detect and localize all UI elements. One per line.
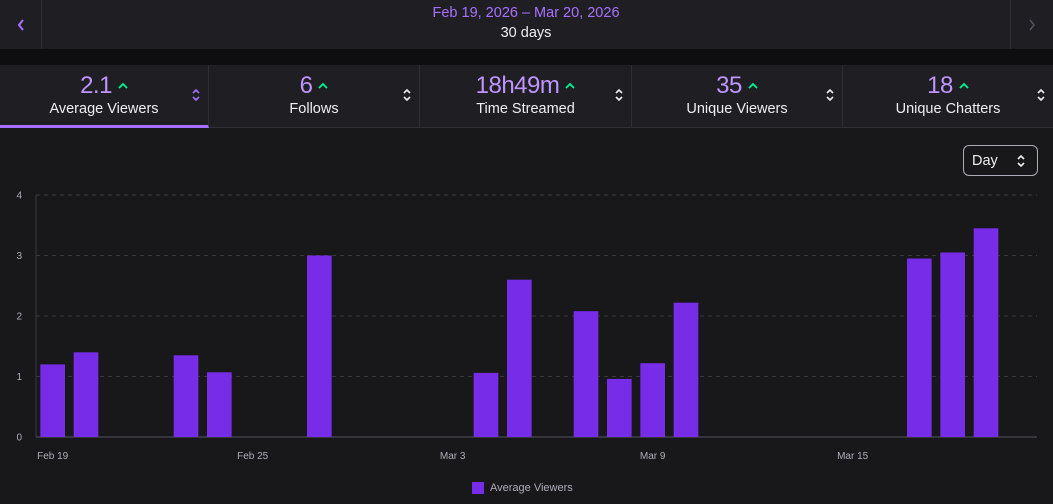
date-range-display[interactable]: Feb 19, 2026 – Mar 20, 2026 30 days — [42, 0, 1010, 49]
sort-icon — [1037, 88, 1045, 102]
section-gap — [0, 50, 1053, 65]
y-tick-label: 4 — [16, 191, 22, 202]
chevron-left-icon — [17, 18, 24, 31]
stat-tab-follows[interactable]: 6 Follows — [209, 65, 420, 128]
y-tick-label: 0 — [16, 433, 22, 444]
bar — [573, 311, 599, 437]
stat-label: Average Viewers — [49, 101, 159, 117]
x-tick-label: Mar 3 — [440, 451, 466, 462]
stat-tab-average-viewers[interactable]: 2.1 Average Viewers — [0, 65, 209, 128]
bar — [607, 378, 632, 437]
stat-label: Time Streamed — [476, 101, 575, 117]
bar — [640, 363, 665, 437]
y-tick-label: 1 — [16, 372, 22, 383]
chevron-right-icon — [1029, 19, 1035, 30]
y-tick-label: 2 — [16, 312, 22, 323]
chart-legend: Average Viewers — [472, 481, 573, 495]
date-navigator: Feb 19, 2026 – Mar 20, 2026 30 days — [0, 0, 1053, 50]
bar — [673, 302, 699, 437]
bar — [207, 372, 232, 437]
stat-value: 35 — [716, 72, 742, 99]
x-tick-label: Feb 25 — [237, 451, 269, 462]
stat-label: Follows — [289, 101, 339, 117]
stat-value: 2.1 — [80, 72, 112, 99]
previous-period-button[interactable] — [0, 0, 42, 49]
bar — [307, 255, 332, 437]
legend-swatch — [472, 482, 484, 494]
date-range-text: Feb 19, 2026 – Mar 20, 2026 — [432, 5, 620, 21]
stat-tab-time-streamed[interactable]: 18h49m Time Streamed — [420, 65, 632, 128]
next-period-button[interactable] — [1010, 0, 1053, 49]
bar — [973, 228, 999, 437]
sort-icon — [192, 88, 200, 102]
stat-value: 18h49m — [475, 72, 560, 99]
trend-up-icon — [565, 82, 575, 89]
bar — [40, 364, 65, 437]
trend-up-icon — [118, 82, 128, 89]
stat-tab-unique-chatters[interactable]: 18 Unique Chatters — [843, 65, 1053, 128]
x-tick-label: Mar 15 — [837, 451, 869, 462]
granularity-select[interactable]: Day — [963, 145, 1038, 176]
stat-label: Unique Chatters — [895, 101, 1001, 117]
stat-value: 18 — [927, 72, 953, 99]
y-tick-label: 3 — [16, 251, 22, 262]
stat-label: Unique Viewers — [686, 101, 788, 117]
period-length-text: 30 days — [500, 25, 552, 41]
average-viewers-chart: 0 1 2 3 4 Feb 19 Feb 25 Mar 3 Mar 9 Mar 15 — [16, 191, 1037, 462]
stat-value: 6 — [299, 72, 313, 99]
legend-label: Average Viewers — [490, 482, 573, 494]
sort-icon — [615, 88, 623, 102]
x-tick-label: Mar 9 — [640, 451, 666, 462]
x-tick-label: Feb 19 — [37, 451, 69, 462]
sort-icon — [403, 88, 411, 102]
trend-up-icon — [318, 82, 329, 89]
bar — [507, 279, 532, 437]
granularity-selected: Day — [972, 153, 998, 169]
bar — [940, 252, 965, 437]
select-arrows-icon — [1017, 154, 1025, 168]
sort-icon — [826, 88, 834, 102]
trend-up-icon — [748, 82, 758, 89]
bar — [907, 258, 932, 437]
stat-tabs: 2.1 Average Viewers 6 Follows 18h49m Tim… — [0, 65, 1053, 128]
bar — [73, 352, 99, 437]
bar — [473, 372, 499, 437]
stat-tab-unique-viewers[interactable]: 35 Unique Viewers — [632, 65, 843, 128]
trend-up-icon — [959, 82, 969, 89]
bar — [173, 355, 199, 437]
